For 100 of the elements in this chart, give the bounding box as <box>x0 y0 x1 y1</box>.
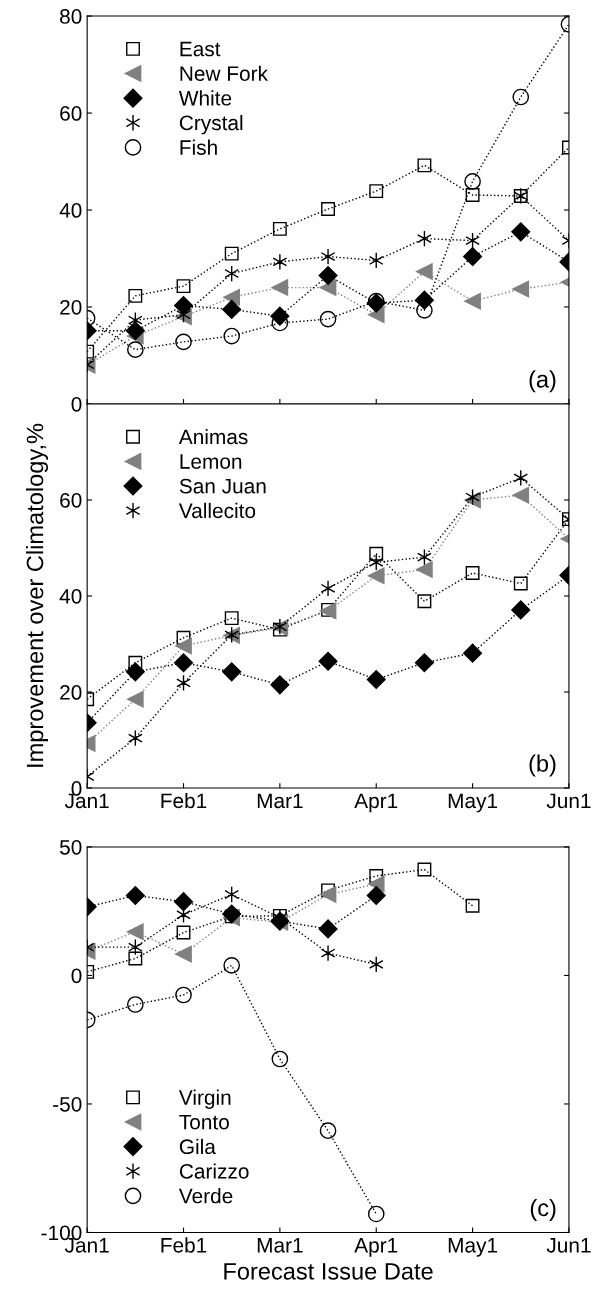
point <box>176 279 191 294</box>
point <box>318 651 338 671</box>
point <box>512 280 530 298</box>
legend-label: Verde <box>178 1188 233 1204</box>
point <box>319 1122 337 1140</box>
point <box>511 222 531 242</box>
point <box>224 611 239 626</box>
point <box>414 653 434 673</box>
point <box>176 630 191 645</box>
point <box>128 655 143 670</box>
point <box>272 253 288 271</box>
x-tick-label: May1 <box>448 793 498 813</box>
point <box>223 957 241 974</box>
point <box>271 1050 289 1068</box>
y-tick-label: 40 <box>59 203 82 218</box>
x-tick-label: May1 <box>448 1238 498 1257</box>
point <box>319 310 337 328</box>
point <box>512 88 530 106</box>
point <box>128 729 143 747</box>
x-tick-label: Mar1 <box>257 1238 303 1253</box>
point <box>127 923 144 941</box>
legend-label: East <box>180 41 221 57</box>
point <box>465 566 480 580</box>
point <box>465 188 480 202</box>
point <box>321 202 335 216</box>
point <box>222 904 242 924</box>
point <box>125 885 145 906</box>
point <box>368 554 384 571</box>
point <box>175 986 192 1004</box>
point <box>175 637 192 655</box>
point <box>414 290 434 310</box>
point <box>272 221 287 236</box>
point <box>416 263 433 280</box>
point <box>223 288 241 306</box>
point <box>465 232 480 249</box>
point <box>176 925 191 940</box>
point <box>128 938 143 956</box>
point <box>367 567 385 585</box>
point <box>463 247 483 267</box>
point <box>367 1205 385 1223</box>
legend-label: Fish <box>180 139 217 155</box>
point <box>320 579 336 597</box>
point <box>368 956 384 973</box>
point <box>366 669 386 690</box>
point <box>173 653 194 673</box>
point <box>369 869 384 883</box>
point <box>367 306 385 324</box>
point <box>368 252 384 269</box>
legend-label: Virgin <box>178 1089 231 1109</box>
x-axis-title: Forecast Issue Date <box>224 1263 433 1280</box>
legend-label: Crystal <box>179 114 243 135</box>
point <box>127 996 144 1013</box>
x-tick-label: Feb1 <box>161 1237 207 1253</box>
point <box>320 944 336 962</box>
point <box>417 158 432 173</box>
point <box>369 184 384 199</box>
legend-label: New Fork <box>180 65 268 81</box>
legend-label: Carizzo <box>179 1163 249 1179</box>
point <box>463 643 483 663</box>
point <box>318 265 338 285</box>
legend-label: Gila <box>179 1138 216 1155</box>
y-tick-label: -50 <box>53 1096 82 1112</box>
point <box>367 875 385 893</box>
point <box>125 321 145 341</box>
point <box>222 662 242 682</box>
point <box>318 919 338 939</box>
point <box>366 885 386 906</box>
point <box>417 862 432 877</box>
point <box>464 173 481 190</box>
point <box>417 594 432 609</box>
point <box>224 246 239 261</box>
y-tick-label: 40 <box>59 588 82 604</box>
point <box>125 662 145 682</box>
y-tick-label: 60 <box>60 106 82 121</box>
point <box>319 886 337 903</box>
x-tick-label: Apr1 <box>354 793 398 813</box>
point <box>128 951 143 966</box>
point <box>511 600 531 620</box>
x-tick-label: Mar1 <box>257 793 303 809</box>
y-tick-label: 20 <box>60 299 82 315</box>
point <box>513 469 529 487</box>
point <box>464 292 481 310</box>
legend-label: Lemon <box>180 454 242 469</box>
point <box>320 248 336 265</box>
legend-label: Animas <box>178 428 248 445</box>
legend-label: Vallecito <box>178 502 256 519</box>
y-tick-label: 0 <box>71 396 82 412</box>
y-tick-label: 0 <box>71 968 82 984</box>
point <box>270 675 290 695</box>
x-tick-label: Jun1 <box>546 793 591 809</box>
point <box>223 327 241 345</box>
point <box>319 279 337 296</box>
y-tick-label: 20 <box>60 685 82 700</box>
point <box>127 341 144 358</box>
point <box>369 546 384 561</box>
x-tick-label: Jun1 <box>546 1238 591 1253</box>
legend-label: Tonto <box>179 1114 229 1130</box>
point <box>416 561 433 578</box>
y-tick-label: 60 <box>60 492 82 508</box>
point <box>176 674 191 692</box>
